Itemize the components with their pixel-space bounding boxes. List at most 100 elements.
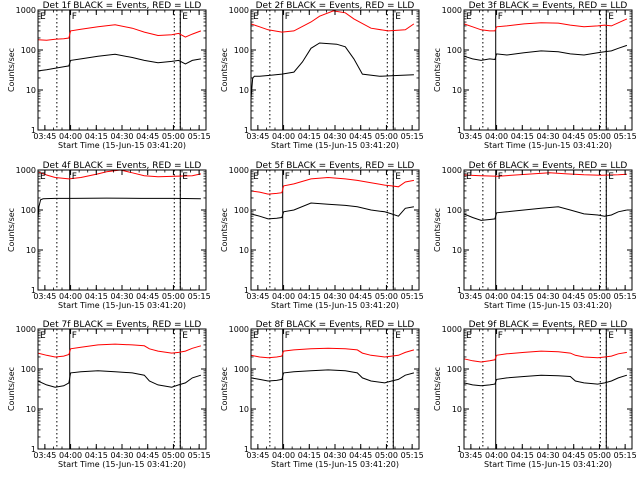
- x-tick-label: 04:15: [298, 132, 321, 141]
- panel-title: Det 9f BLACK = Events, RED = LLD: [469, 320, 628, 330]
- x-tick-label: 05:00: [162, 132, 185, 141]
- x-tick-label: 04:15: [511, 132, 534, 141]
- x-tick-label: 04:30: [323, 132, 346, 141]
- marker-label-e: E: [182, 172, 188, 182]
- series-line-events: [37, 197, 201, 219]
- x-tick-label: 03:45: [459, 292, 482, 301]
- y-tick-label: 10: [239, 86, 249, 95]
- x-tick-label: 04:45: [349, 292, 372, 301]
- x-tick-label: 04:30: [323, 292, 346, 301]
- x-axis-label: Start Time (15-Jun-15 03:41:20): [484, 141, 612, 150]
- x-tick-label: 03:45: [246, 132, 269, 141]
- panel-det-8f: Det 8f BLACK = Events, RED = LLD 1 10 100 10…: [220, 320, 424, 469]
- y-tick-label: 100: [447, 46, 462, 55]
- series-line-events: [250, 42, 414, 99]
- y-tick-label: 10: [239, 405, 249, 414]
- marker-label-e: E: [40, 331, 46, 341]
- y-tick-label: 10: [26, 246, 36, 255]
- panel-det-2f: Det 2f BLACK = Events, RED = LLD 1 10 100 10…: [220, 1, 424, 150]
- x-tick-label: 05:00: [375, 292, 398, 301]
- x-tick-label: 05:15: [614, 451, 637, 460]
- series-line-lld: [37, 24, 202, 41]
- x-tick-label: 05:00: [588, 132, 611, 141]
- x-tick-label: 04:30: [323, 451, 346, 460]
- x-axis-label: Start Time (15-Jun-15 03:41:20): [58, 301, 186, 310]
- x-tick-label: 04:15: [85, 292, 108, 301]
- plot-frame: [463, 9, 633, 131]
- x-tick-label: 05:00: [375, 451, 398, 460]
- x-tick-label: 05:00: [588, 292, 611, 301]
- y-tick-label: 1000: [442, 325, 462, 334]
- x-tick-label: 04:00: [272, 451, 295, 460]
- y-tick-label: 100: [234, 46, 249, 55]
- plot-frame: [250, 169, 420, 291]
- y-tick-label: 1: [31, 445, 36, 454]
- series-line-events: [37, 370, 202, 388]
- x-axis-label: Start Time (15-Jun-15 03:41:20): [271, 301, 399, 310]
- x-tick-label: 04:45: [562, 451, 585, 460]
- y-tick-label: 1: [31, 286, 36, 295]
- x-tick-label: 05:15: [401, 451, 424, 460]
- marker-label-e: E: [608, 172, 614, 182]
- marker-label-f: F: [72, 172, 77, 182]
- y-axis-label: Counts/sec: [7, 48, 16, 92]
- plot-frame: [250, 328, 420, 450]
- panel-det-5f: Det 5f BLACK = Events, RED = LLD 1 10 100 10…: [220, 161, 424, 310]
- x-tick-label: 03:45: [246, 292, 269, 301]
- marker-label-e: E: [253, 172, 259, 182]
- marker-label-f: F: [72, 12, 77, 22]
- y-tick-label: 1000: [229, 325, 249, 334]
- marker-label-e: E: [608, 12, 614, 22]
- panel-title: Det 1f BLACK = Events, RED = LLD: [43, 1, 202, 11]
- plot-frame: [463, 328, 633, 450]
- x-tick-label: 04:00: [485, 292, 508, 301]
- x-tick-label: 04:15: [511, 451, 534, 460]
- y-axis-label: Counts/sec: [433, 48, 442, 92]
- series-line-lld: [250, 10, 415, 33]
- x-tick-label: 04:45: [136, 451, 159, 460]
- marker-label-f: F: [498, 331, 503, 341]
- x-tick-label: 04:00: [59, 132, 82, 141]
- x-tick-label: 05:00: [375, 132, 398, 141]
- x-tick-label: 04:15: [511, 292, 534, 301]
- panel-det-1f: Det 1f BLACK = Events, RED = LLD 1 10 100 10…: [7, 1, 211, 150]
- x-tick-label: 04:45: [562, 292, 585, 301]
- x-tick-label: 04:30: [536, 451, 559, 460]
- x-tick-label: 03:45: [33, 451, 56, 460]
- x-tick-label: 05:00: [162, 451, 185, 460]
- x-tick-label: 03:45: [33, 292, 56, 301]
- y-tick-label: 1: [244, 126, 249, 135]
- x-tick-label: 04:30: [536, 132, 559, 141]
- x-tick-label: 04:30: [110, 292, 133, 301]
- x-axis-label: Start Time (15-Jun-15 03:41:20): [484, 301, 612, 310]
- x-tick-label: 03:45: [33, 132, 56, 141]
- x-tick-label: 04:45: [136, 132, 159, 141]
- y-tick-label: 10: [239, 246, 249, 255]
- x-axis-label: Start Time (15-Jun-15 03:41:20): [271, 141, 399, 150]
- series-line-events: [463, 374, 628, 387]
- x-tick-label: 04:15: [85, 132, 108, 141]
- marker-label-e: E: [253, 12, 259, 22]
- x-tick-label: 04:00: [485, 132, 508, 141]
- panel-det-6f: Det 6f BLACK = Events, RED = LLD 1 10 100 10…: [433, 161, 637, 310]
- plot-frame: [37, 169, 207, 291]
- series-line-lld: [250, 347, 415, 359]
- panel-title: Det 3f BLACK = Events, RED = LLD: [469, 1, 628, 11]
- y-tick-label: 100: [234, 206, 249, 215]
- series-line-lld: [250, 176, 414, 195]
- x-tick-label: 05:00: [588, 451, 611, 460]
- marker-label-e: E: [466, 172, 472, 182]
- x-tick-label: 05:15: [188, 451, 211, 460]
- y-tick-label: 1000: [16, 6, 36, 15]
- series-line-events: [463, 44, 628, 61]
- marker-label-f: F: [285, 12, 290, 22]
- x-tick-label: 04:15: [298, 451, 321, 460]
- series-line-lld: [37, 343, 202, 358]
- panel-title: Det 6f BLACK = Events, RED = LLD: [469, 161, 628, 171]
- plot-frame: [463, 169, 633, 291]
- y-axis-label: Counts/sec: [433, 208, 442, 252]
- x-tick-label: 04:45: [349, 132, 372, 141]
- marker-label-e: E: [395, 12, 401, 22]
- series-line-lld: [463, 350, 627, 363]
- series-line-events: [463, 206, 628, 221]
